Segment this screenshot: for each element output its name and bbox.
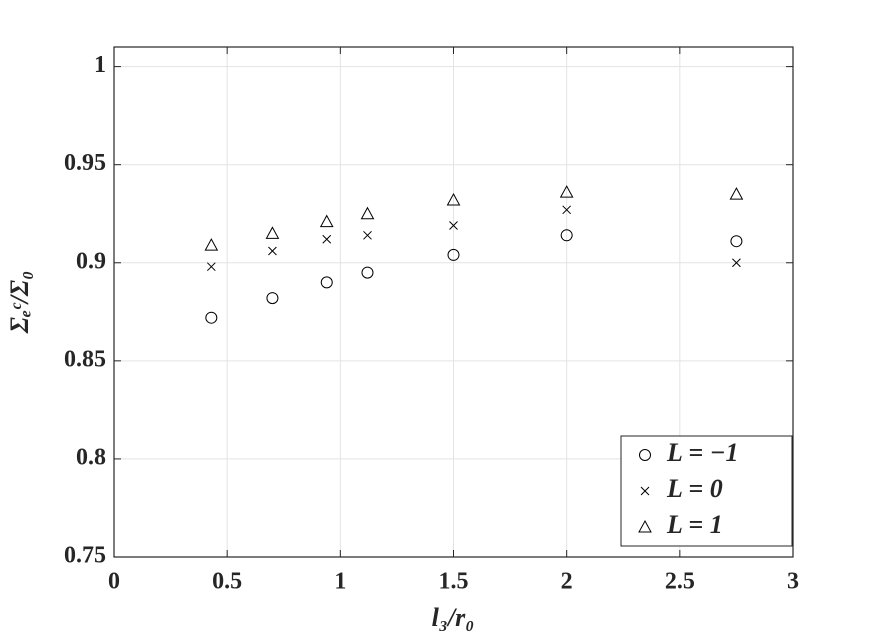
x-tick-label: 0.5	[212, 569, 242, 595]
point	[559, 185, 574, 198]
point	[449, 221, 458, 230]
legend-box	[620, 435, 793, 547]
point	[320, 276, 333, 289]
y-tick-label: 0.8	[76, 444, 106, 470]
point	[562, 205, 572, 215]
y-tick-label: 0.85	[64, 346, 106, 372]
point	[447, 248, 460, 261]
legend-label: L = −1	[666, 438, 739, 467]
point	[729, 187, 744, 200]
x-tick-label: 0	[108, 569, 120, 595]
x-tick-label: 1	[334, 569, 346, 595]
x-tick-label: 2	[561, 569, 573, 595]
point	[268, 246, 277, 256]
point	[732, 258, 741, 268]
point	[205, 311, 218, 324]
y-tick-label: 0.95	[64, 150, 106, 176]
point	[446, 192, 461, 206]
legend-marker	[638, 519, 652, 533]
y-axis-label: Σₑᶜ/Σ₀	[5, 271, 34, 334]
point	[204, 238, 219, 251]
point	[560, 229, 573, 242]
point	[266, 292, 279, 305]
x-tick-label: 1.5	[439, 569, 469, 595]
legend-label: L = 1	[666, 510, 723, 539]
y-tick-label: 1	[94, 52, 106, 78]
y-tick-label: 0.9	[76, 248, 106, 274]
x-tick-label: 2.5	[665, 569, 695, 595]
legend-label: L = 0	[666, 474, 723, 503]
point	[265, 226, 280, 239]
axes-box	[113, 46, 794, 558]
x-tick-label: 3	[787, 569, 799, 595]
legend-marker	[639, 449, 651, 461]
point	[730, 235, 743, 248]
y-tick-label: 0.75	[64, 543, 106, 569]
point	[363, 230, 372, 240]
point	[206, 262, 216, 272]
point	[322, 234, 332, 244]
x-axis-label: l₃/r₀	[432, 603, 475, 632]
point	[360, 206, 375, 220]
point	[319, 214, 334, 228]
legend-marker	[640, 486, 650, 496]
point	[361, 266, 374, 279]
